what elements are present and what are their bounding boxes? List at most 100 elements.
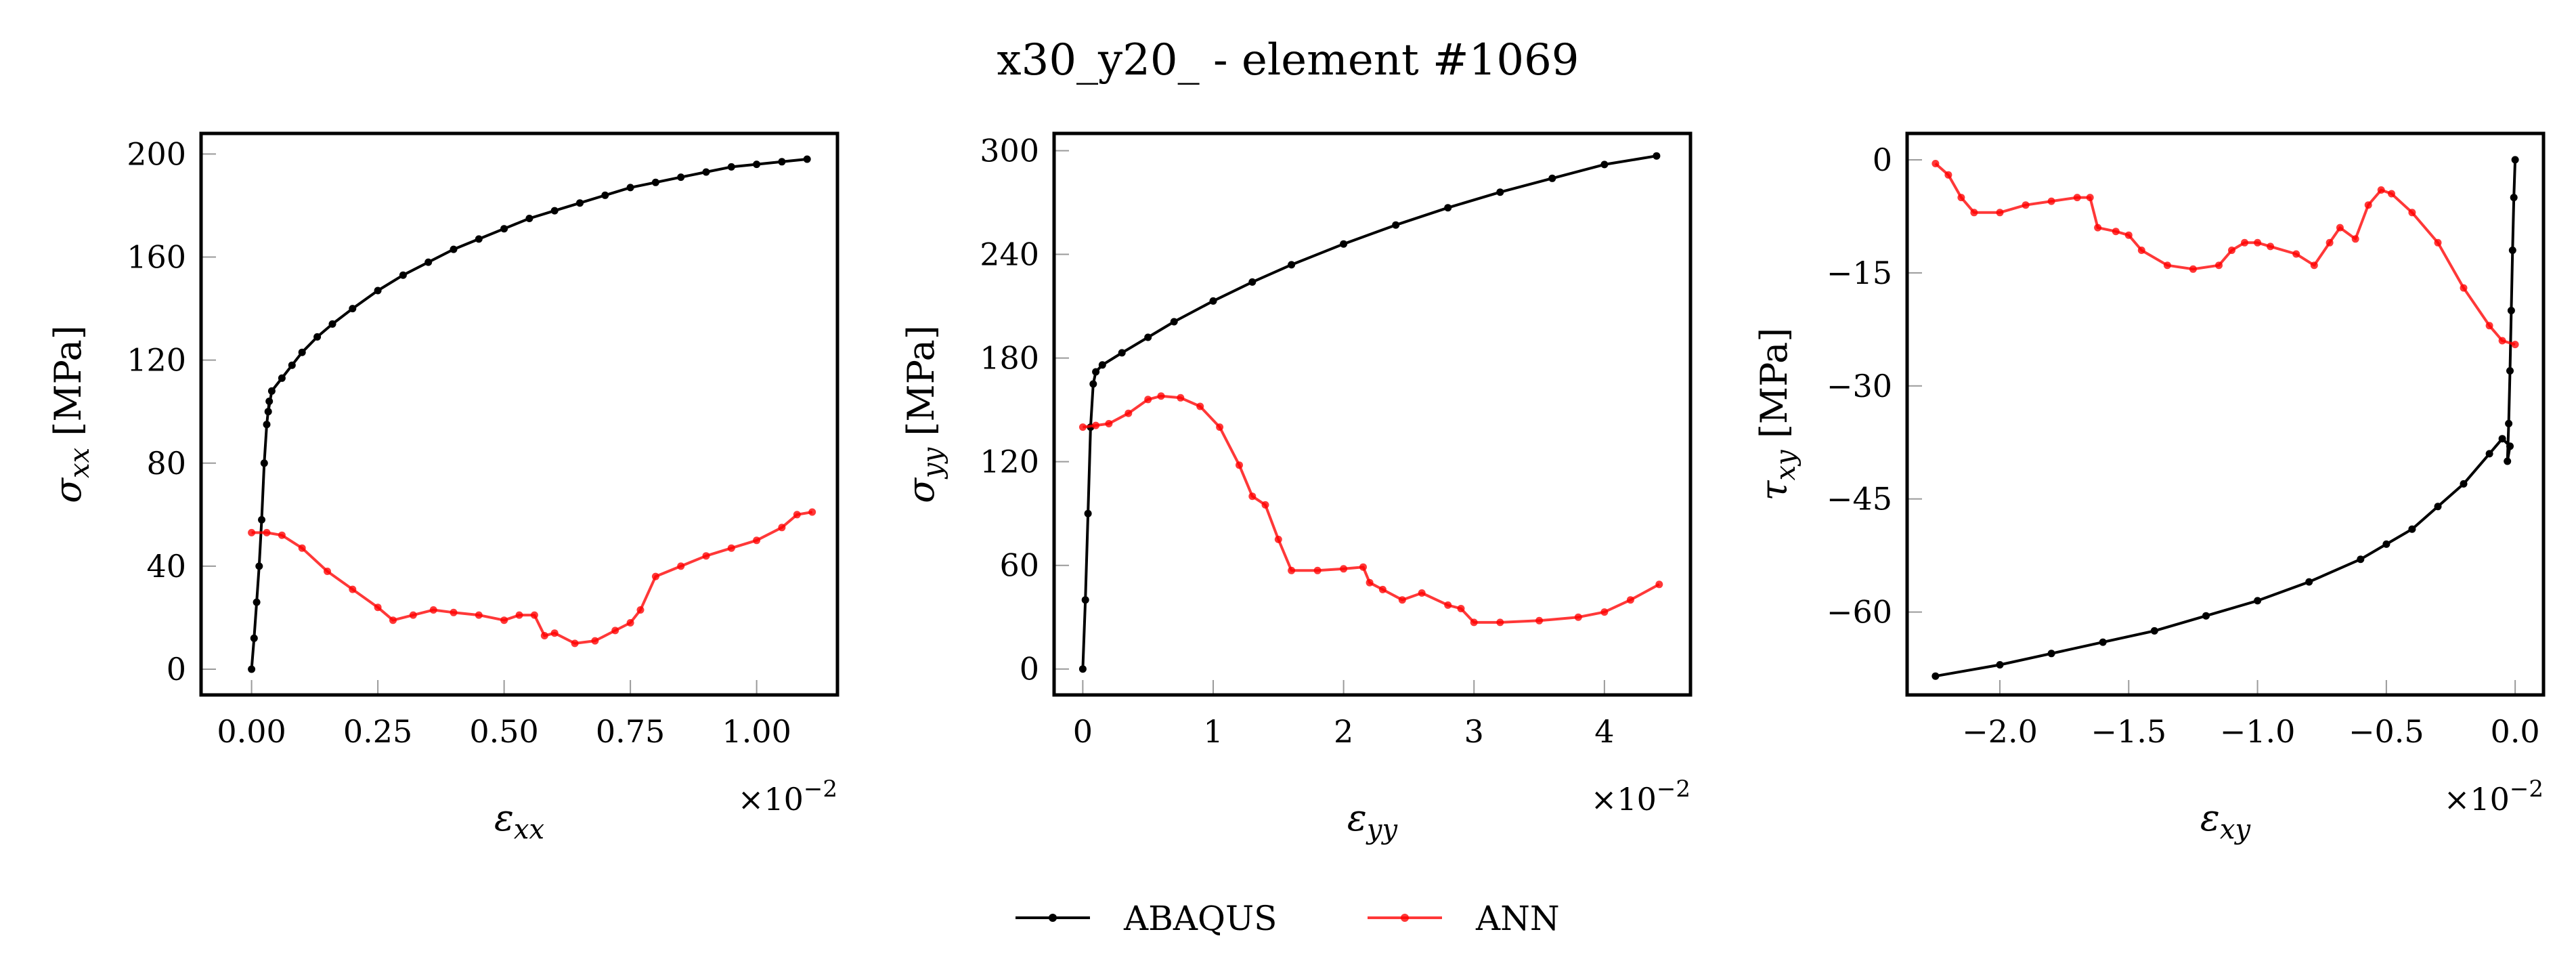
series-point-abaqus — [651, 178, 659, 186]
series-point-abaqus — [328, 320, 336, 328]
series-point-ann — [550, 629, 559, 637]
series-point-ann — [450, 608, 458, 616]
x-axis-label: εxy — [2200, 797, 2252, 845]
series-point-ann — [1655, 580, 1663, 589]
series-point-ann — [2163, 261, 2171, 270]
x-multiplier: ×10−2 — [1591, 776, 1690, 818]
series-point-ann — [2137, 247, 2145, 254]
series-point-abaqus — [2510, 194, 2518, 202]
series-point-ann — [2377, 186, 2385, 194]
x-multiplier: ×10−2 — [2444, 776, 2544, 818]
series-point-ann — [2310, 261, 2318, 270]
series-point-ann — [793, 511, 801, 519]
series-point-abaqus — [1996, 661, 2004, 669]
series-point-abaqus — [2511, 156, 2519, 164]
series-point-abaqus — [525, 215, 533, 222]
series-point-ann — [1216, 423, 1224, 431]
panel-1: 0.00 0.25 0.50 0.75 1.00 0 40 80 120 160 200 ×10−2 ε… — [47, 131, 839, 845]
y-tick-label: −30 — [1827, 368, 1892, 404]
series-point-abaqus — [2305, 578, 2313, 586]
y-tick-label: 0 — [167, 651, 186, 687]
series-point-ann — [1236, 461, 1243, 469]
series-point-ann — [1248, 492, 1257, 501]
series-point-abaqus — [1170, 318, 1178, 326]
series-point-ann — [1957, 194, 1965, 202]
series-point-ann — [2189, 265, 2197, 273]
series-point-abaqus — [2505, 419, 2513, 427]
series-point-ann — [1313, 566, 1322, 574]
series-point-ann — [429, 606, 437, 614]
y-tick-label: 200 — [127, 135, 186, 172]
y-tick-label: 160 — [127, 239, 186, 276]
series-point-ann — [651, 572, 659, 580]
series-point-ann — [1496, 618, 1504, 627]
x-axis-label: εxx — [494, 797, 544, 845]
series-point-abaqus — [2498, 435, 2506, 443]
series-point-ann — [1418, 589, 1426, 597]
series-point-ann — [2047, 197, 2055, 205]
series-line-abaqus — [250, 158, 808, 670]
series-point-ann — [1996, 209, 2004, 217]
series-point-abaqus — [2434, 503, 2442, 511]
series-point-ann — [263, 528, 271, 536]
x-tick-label: −2.0 — [1962, 713, 2038, 750]
series-point-ann — [2408, 209, 2416, 217]
x-tick-label: 0.25 — [343, 713, 412, 750]
x-tick-label: 0.0 — [2491, 713, 2540, 750]
series-point-ann — [1359, 563, 1367, 571]
series-point-abaqus — [1392, 221, 1400, 229]
y-tick-label: 180 — [980, 340, 1039, 377]
series-point-abaqus — [550, 207, 559, 215]
series-point-abaqus — [1078, 665, 1087, 673]
series-point-abaqus — [1444, 204, 1452, 212]
y-tick-label: 240 — [980, 236, 1039, 273]
series-line-ann — [1934, 162, 2516, 346]
legend-label-ann: ANN — [1475, 899, 1560, 938]
plot-frame — [1905, 131, 2546, 697]
series-point-ann — [1274, 535, 1282, 543]
x-tick-label: 0.50 — [469, 713, 538, 750]
series-point-abaqus — [1653, 152, 1661, 160]
series-point-ann — [1931, 160, 1940, 167]
series-point-ann — [2364, 201, 2372, 209]
series-point-abaqus — [576, 199, 584, 207]
series-point-abaqus — [349, 305, 357, 313]
y-tick-label: 120 — [980, 444, 1039, 480]
series-point-ann — [374, 604, 382, 612]
series-point-ann — [1535, 616, 1544, 624]
series-point-abaqus — [258, 515, 265, 524]
series-point-ann — [248, 528, 256, 536]
series-point-abaqus — [601, 191, 609, 199]
y-tick-label: 120 — [127, 342, 186, 379]
y-tick-label: 0 — [1020, 651, 1039, 687]
series-point-ann — [636, 606, 645, 614]
series-point-ann — [1196, 402, 1204, 410]
series-point-ann — [1626, 596, 1634, 604]
series-point-abaqus — [298, 348, 306, 356]
series-point-abaqus — [399, 271, 407, 279]
series-point-ann — [2326, 238, 2334, 247]
series-point-ann — [2215, 261, 2223, 270]
series-point-abaqus — [288, 361, 296, 369]
series-point-ann — [1600, 608, 1609, 616]
series-point-ann — [2241, 238, 2248, 247]
series-point-abaqus — [1600, 161, 1609, 169]
series-point-abaqus — [1092, 368, 1100, 376]
series-point-abaqus — [2506, 367, 2514, 375]
series-point-ann — [2124, 231, 2133, 239]
series-point-ann — [2094, 224, 2102, 232]
series-point-ann — [2112, 228, 2120, 236]
series-point-ann — [278, 531, 286, 539]
legend: ABAQUS ANN — [1016, 899, 1560, 938]
x-axis-label: εyy — [1347, 797, 1399, 845]
series-point-ann — [409, 611, 417, 619]
series-point-ann — [1398, 596, 1406, 604]
series-point-ann — [475, 611, 483, 619]
y-tick-label: 60 — [999, 547, 1039, 584]
series-point-abaqus — [1118, 349, 1126, 357]
series-point-abaqus — [500, 225, 508, 233]
series-point-abaqus — [2506, 442, 2514, 450]
y-tick-label: 300 — [980, 133, 1039, 169]
series-point-ann — [1157, 392, 1165, 400]
series-point-ann — [591, 637, 599, 645]
